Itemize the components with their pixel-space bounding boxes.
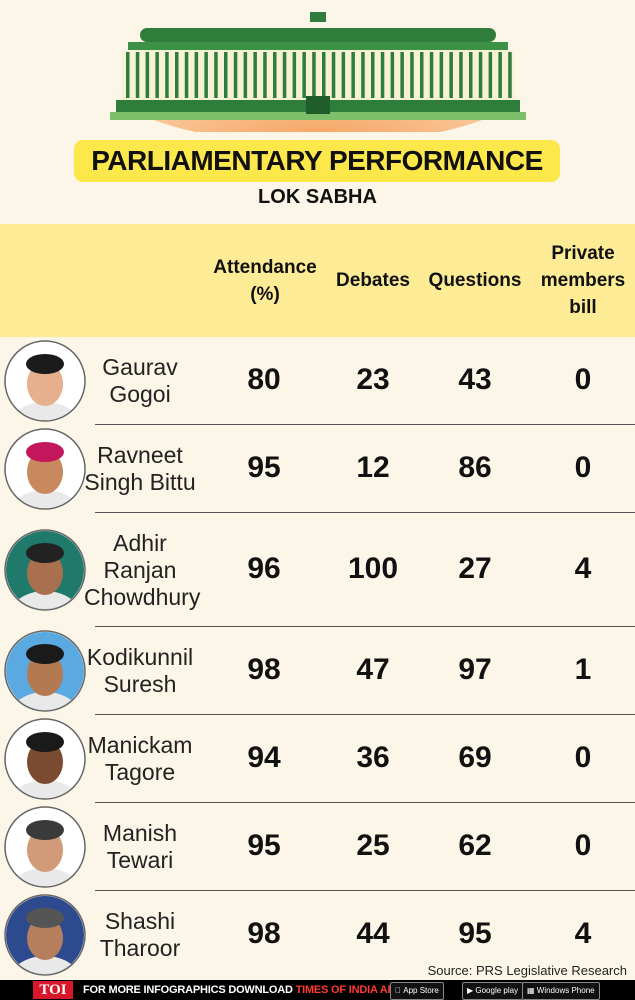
debates-value: 44 — [356, 917, 390, 950]
questions-value: 97 — [458, 653, 492, 686]
private-members-bill-value: 0 — [574, 363, 592, 396]
member-name: Manish Tewari — [102, 820, 178, 873]
attendance-value: 95 — [247, 829, 281, 862]
table-row: Shashi Tharoor 98 44 95 4 — [0, 891, 635, 979]
questions-value: 69 — [458, 741, 492, 774]
table-row: Manish Tewari 95 25 62 0 — [0, 803, 635, 891]
avatar — [4, 894, 86, 976]
member-name: Gaurav Gogoi — [102, 354, 178, 407]
avatar — [4, 340, 86, 422]
table-row: Ravneet Singh Bittu 95 12 86 0 — [0, 425, 635, 513]
parliament-building-icon — [100, 4, 535, 132]
debates-value: 25 — [356, 829, 390, 862]
private-members-bill-value: 4 — [574, 917, 592, 950]
attendance-value: 98 — [247, 653, 281, 686]
attendance-value: 94 — [247, 741, 281, 774]
questions-value: 86 — [458, 451, 492, 484]
table-row: Manickam Tagore 94 36 69 0 — [0, 715, 635, 803]
title-banner: PARLIAMENTARY PERFORMANCE — [74, 140, 560, 182]
attendance-value: 95 — [247, 451, 281, 484]
subtitle: LOK SABHA — [258, 186, 377, 208]
source-note: Source: PRS Legislative Research — [427, 963, 627, 978]
private-members-bill-value: 4 — [574, 552, 592, 585]
private-members-bill-value: 0 — [574, 451, 592, 484]
member-name: Kodikunnil Suresh — [86, 644, 194, 697]
google-play-badge[interactable]: ▶ Google play — [462, 982, 524, 1000]
questions-value: 43 — [458, 363, 492, 396]
app-promo-text: FOR MORE INFOGRAPHICS DOWNLOAD TIMES OF … — [83, 984, 402, 996]
row-divider — [95, 512, 635, 513]
footer-bar: TOI FOR MORE INFOGRAPHICS DOWNLOAD TIMES… — [0, 980, 635, 1000]
member-name: Adhir Ranjan Chowdhury — [84, 529, 201, 610]
avatar — [4, 630, 86, 712]
google-play-icon: ▶ — [467, 986, 476, 995]
table-row: Gaurav Gogoi 80 23 43 0 — [0, 337, 635, 425]
row-divider — [95, 802, 635, 803]
attendance-value: 80 — [247, 363, 281, 396]
avatar — [4, 428, 86, 510]
table-row: Kodikunnil Suresh 98 47 97 1 — [0, 627, 635, 715]
questions-value: 62 — [458, 829, 492, 862]
column-header-questions: Questions — [428, 270, 522, 291]
avatar — [4, 529, 86, 611]
debates-value: 100 — [347, 552, 399, 585]
questions-value: 27 — [458, 552, 492, 585]
toi-logo: TOI — [33, 981, 73, 999]
table-row: Adhir Ranjan Chowdhury 96 100 27 4 — [0, 513, 635, 627]
column-header-attendance: Attendance (%) — [213, 256, 317, 305]
column-header-debates: Debates — [336, 270, 410, 291]
apple-icon:  — [395, 986, 403, 995]
row-divider — [95, 714, 635, 715]
header: PARLIAMENTARY PERFORMANCE LOK SABHA — [0, 0, 635, 224]
attendance-value: 96 — [247, 552, 281, 585]
debates-value: 47 — [356, 653, 390, 686]
avatar — [4, 718, 86, 800]
member-name: Ravneet Singh Bittu — [84, 442, 196, 495]
column-header-private-members-bill: Private members bill — [540, 243, 626, 318]
member-name: Manickam Tagore — [87, 732, 193, 785]
member-name: Shashi Tharoor — [99, 908, 181, 961]
column-header-row: Attendance (%) Debates Questions Private… — [0, 224, 635, 337]
questions-value: 95 — [458, 917, 492, 950]
attendance-value: 98 — [247, 917, 281, 950]
row-divider — [95, 424, 635, 425]
row-divider — [95, 626, 635, 627]
private-members-bill-value: 0 — [574, 829, 592, 862]
app-store-badge[interactable]:  App Store — [390, 982, 444, 1000]
windows-phone-badge[interactable]: ▦ Windows Phone — [522, 982, 600, 1000]
debates-value: 36 — [356, 741, 390, 774]
avatar — [4, 806, 86, 888]
windows-icon: ▦ — [527, 986, 537, 995]
debates-value: 23 — [356, 363, 390, 396]
debates-value: 12 — [356, 451, 390, 484]
row-divider — [95, 890, 635, 891]
private-members-bill-value: 1 — [574, 653, 592, 686]
private-members-bill-value: 0 — [574, 741, 592, 774]
